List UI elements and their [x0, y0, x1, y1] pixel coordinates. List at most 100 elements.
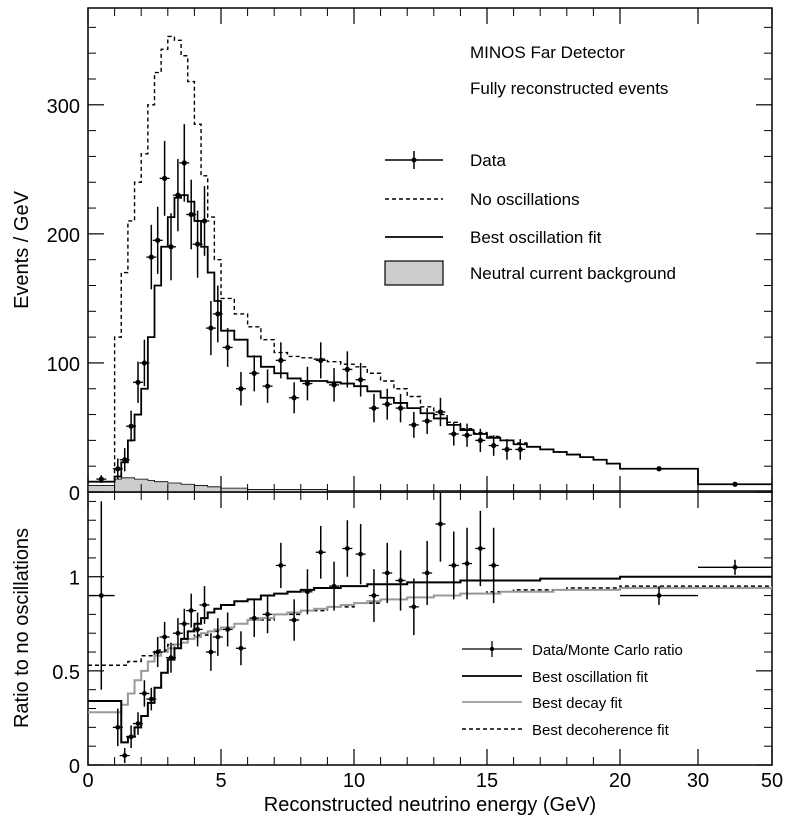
data-point-2 — [122, 457, 128, 463]
ratio-point-17 — [225, 627, 231, 632]
ratio-point-12 — [188, 608, 194, 614]
ratio-point-5 — [141, 691, 147, 696]
ratio-point-13 — [195, 627, 200, 632]
ratio-point-7 — [155, 649, 161, 655]
ratio-point-8 — [162, 634, 168, 640]
legend-nc-label: Neutral current background — [470, 264, 676, 283]
bot-xtick-label-2: 10 — [343, 770, 365, 792]
data-point-12 — [188, 211, 194, 218]
top-ylabel: Events / GeV — [11, 190, 33, 308]
no-oscillation-histogram — [88, 35, 772, 485]
data-point-24 — [318, 357, 324, 363]
data-point-40 — [656, 466, 662, 472]
legend-osc-label: Best oscillation fit — [532, 669, 649, 686]
data-point-35 — [464, 432, 470, 438]
decoherence-fit-line — [88, 585, 772, 666]
data-point-22 — [291, 395, 297, 401]
ratio-point-21 — [278, 563, 284, 568]
bot-xtick-label-3: 15 — [476, 770, 498, 792]
ratio-point-11 — [181, 621, 187, 627]
data-point-37 — [491, 442, 497, 449]
data-point-30 — [397, 405, 404, 411]
ratio-frame — [87, 491, 773, 766]
oscillation-fit-line — [88, 575, 772, 744]
ratio-point-20 — [265, 611, 270, 617]
data-point-33 — [437, 409, 444, 415]
legend-decoherence-label: Best decoherence fit — [532, 722, 670, 739]
data-point-5 — [141, 360, 147, 366]
data-point-0 — [98, 476, 104, 482]
data-point-7 — [155, 237, 161, 243]
data-point-39 — [517, 446, 523, 453]
bot-xtick-label-1: 5 — [215, 770, 226, 792]
top-ytick-label-1: 100 — [47, 354, 80, 376]
data-point-27 — [358, 377, 364, 383]
bot-ytick-label-1: 0.5 — [52, 662, 80, 684]
nc-background-area — [88, 477, 772, 492]
ratio-point-9 — [168, 655, 174, 661]
data-point-20 — [264, 383, 271, 389]
data-point-23 — [304, 380, 311, 387]
data-point-4 — [135, 379, 141, 385]
ratio-point-26 — [344, 546, 350, 551]
data-point-28 — [371, 405, 377, 411]
top-ytick-label-2: 200 — [47, 225, 80, 247]
ratio-point-34 — [451, 563, 457, 568]
data-point-13 — [194, 241, 201, 247]
ratio-panel: 00.510 5 10 15 20 30 50 Ratio to no oscillatio… — [11, 491, 783, 816]
data-point-10 — [175, 192, 181, 198]
legend-data-label: Data — [470, 151, 506, 170]
data-point-9 — [168, 244, 174, 250]
legend-data-dot — [411, 157, 417, 163]
ratio-point-1 — [115, 724, 121, 730]
ratio-point-27 — [358, 551, 364, 557]
ratio-point-25 — [331, 583, 337, 589]
data-point-29 — [384, 401, 390, 407]
ratio-point-19 — [251, 615, 257, 621]
data-point-38 — [504, 446, 510, 453]
bot-ytick-label-2: 1 — [69, 568, 80, 590]
ratio-point-18 — [238, 645, 244, 651]
legend-ratio-label: Data/Monte Carlo ratio — [532, 642, 683, 659]
ratio-point-31 — [411, 604, 417, 610]
ratio-point-0 — [98, 593, 104, 598]
ratio-point-2 — [122, 753, 128, 758]
data-point-15 — [208, 325, 214, 331]
spectrum-frame — [87, 7, 773, 493]
data-point-14 — [201, 218, 208, 224]
legend-bestfit-label: Best oscillation fit — [470, 228, 602, 247]
data-point-32 — [424, 418, 430, 424]
bot-xtick-label-5: 30 — [687, 770, 709, 792]
ratio-point-37 — [491, 563, 497, 568]
data-point-16 — [215, 311, 221, 317]
ratio-point-10 — [175, 630, 181, 636]
ratio-point-23 — [305, 589, 310, 595]
data-point-36 — [477, 437, 483, 443]
data-point-18 — [238, 386, 244, 392]
ratio-point-28 — [371, 593, 377, 598]
ratio-point-6 — [148, 696, 154, 702]
ratio-point-30 — [398, 578, 403, 583]
spectrum-panel: 0 100 200 300 MINOS Far Detector Fully reco… — [11, 7, 773, 505]
data-point-26 — [344, 366, 350, 372]
ratio-point-38 — [656, 593, 662, 598]
spectrum-legend: Data No oscillations Best oscillation fi… — [384, 151, 676, 286]
data-point-6 — [148, 254, 154, 260]
ratio-point-36 — [477, 546, 483, 551]
ratio-point-24 — [318, 549, 324, 555]
best-fit-histogram — [88, 194, 772, 486]
data-point-19 — [251, 370, 257, 376]
data-point-3 — [128, 423, 134, 429]
ratio-point-39 — [732, 564, 738, 570]
decay-fit-line — [88, 586, 772, 714]
ratio-point-4 — [135, 721, 141, 726]
ratio-point-3 — [128, 734, 134, 740]
bot-xtick-label-0: 0 — [82, 770, 93, 792]
xlabel: Reconstructed neutrino energy (GeV) — [264, 794, 596, 816]
data-point-17 — [225, 344, 231, 351]
bot-xtick-label-4: 20 — [609, 770, 631, 792]
data-point-11 — [181, 160, 187, 166]
ratio-legend: Data/Monte Carlo ratio Best oscillation … — [462, 641, 683, 739]
data-point-1 — [115, 466, 121, 472]
